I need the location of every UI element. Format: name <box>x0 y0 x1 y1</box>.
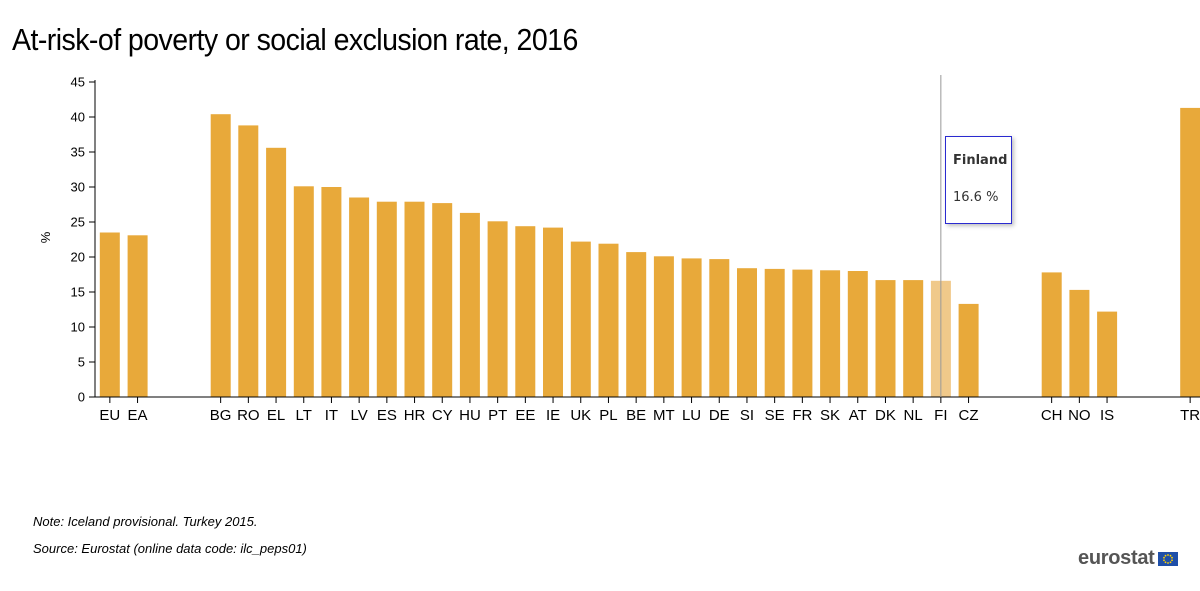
x-tick-label: IS <box>1100 407 1114 424</box>
bar-cz[interactable] <box>958 303 979 397</box>
eu-flag-icon <box>1157 551 1178 566</box>
y-tick-label: 35 <box>71 145 85 160</box>
bar-ro[interactable] <box>238 125 259 398</box>
bar-is[interactable] <box>1097 311 1118 397</box>
bar-pl[interactable] <box>598 243 619 397</box>
y-tick-label: 0 <box>78 390 85 405</box>
x-axis: EU EA BG RO EL LT IT LV ES HR CY HU PT EE IE UK PL BE MT LU… <box>95 396 1200 424</box>
x-tick-label: FI <box>934 407 947 424</box>
y-tick-label: 20 <box>71 250 85 265</box>
chart-note: Note: Iceland provisional. Turkey 2015. <box>33 514 258 529</box>
x-tick-label: CY <box>432 407 453 424</box>
x-tick-label: IT <box>325 407 338 424</box>
bar-lv[interactable] <box>349 197 370 398</box>
x-tick-label: EL <box>267 407 285 424</box>
x-tick-label: DK <box>875 407 896 424</box>
x-tick-label: NL <box>904 407 923 424</box>
y-tick-label: 5 <box>78 355 85 370</box>
bar-be[interactable] <box>626 252 647 397</box>
x-tick-label: RO <box>237 407 260 424</box>
tooltip-value: 16.6 % <box>953 190 999 205</box>
x-tick-label: LU <box>682 407 701 424</box>
x-tick-label: SI <box>740 407 754 424</box>
x-tick-label: TR <box>1180 407 1200 424</box>
bar-se[interactable] <box>764 268 785 397</box>
x-tick-label: LV <box>351 407 368 424</box>
bar-hr[interactable] <box>404 201 425 397</box>
x-tick-label: EA <box>128 407 148 424</box>
x-tick-label: HR <box>404 407 426 424</box>
bar-sk[interactable] <box>820 270 841 397</box>
bar-si[interactable] <box>737 268 757 397</box>
x-tick-label: DE <box>709 407 730 424</box>
bar-pt[interactable] <box>487 221 508 397</box>
y-tick-label: 10 <box>71 320 85 335</box>
x-tick-label: PL <box>599 407 617 424</box>
x-tick-label: IE <box>546 407 560 424</box>
chart-title: At-risk-of poverty or social exclusion r… <box>12 22 578 57</box>
bar-lu[interactable] <box>681 258 702 397</box>
bar-ch[interactable] <box>1041 272 1062 397</box>
x-tick-label: EU <box>99 407 120 424</box>
bar-hu[interactable] <box>459 212 480 397</box>
bar-dk[interactable] <box>875 280 896 397</box>
logo-text: eurostat <box>1078 547 1155 569</box>
x-tick-label: CH <box>1041 407 1063 424</box>
bar-cy[interactable] <box>432 203 453 397</box>
x-tick-label: LT <box>296 407 312 424</box>
bar-nl[interactable] <box>903 280 924 397</box>
bar-el[interactable] <box>266 147 287 397</box>
x-tick-label: EE <box>515 407 535 424</box>
y-axis: 0 5 10 15 20 25 30 35 40 45 <box>71 75 96 405</box>
x-tick-label: ES <box>377 407 397 424</box>
bar-ea[interactable] <box>127 235 148 397</box>
x-tick-label: PT <box>488 407 507 424</box>
x-tick-label: BG <box>210 407 232 424</box>
bar-it[interactable] <box>321 187 342 397</box>
bar-bg[interactable] <box>210 114 231 397</box>
x-tick-label: AT <box>849 407 867 424</box>
x-tick-label: UK <box>570 407 591 424</box>
bar-es[interactable] <box>376 201 397 397</box>
bar-at[interactable] <box>847 271 868 397</box>
y-axis-label: % <box>38 231 53 243</box>
y-tick-label: 30 <box>71 180 85 195</box>
bar-eu[interactable] <box>99 232 120 398</box>
chart-source: Source: Eurostat (online data code: ilc_… <box>33 541 307 556</box>
tooltip: Finland 16.6 % <box>945 136 1012 224</box>
y-tick-label: 45 <box>71 75 85 90</box>
eurostat-logo: eurostat <box>1078 547 1178 570</box>
tooltip-country: Finland <box>953 153 1008 168</box>
bar-mt[interactable] <box>653 256 674 397</box>
x-tick-label: SK <box>820 407 840 424</box>
y-tick-label: 25 <box>71 215 85 230</box>
x-tick-label: NO <box>1068 407 1091 424</box>
bar-de[interactable] <box>709 259 730 397</box>
bar-ie[interactable] <box>543 227 563 397</box>
bar-uk[interactable] <box>570 241 591 397</box>
x-tick-label: FR <box>792 407 812 424</box>
y-tick-label: 40 <box>71 110 85 125</box>
x-tick-label: CZ <box>959 407 979 424</box>
x-tick-label: SE <box>765 407 785 424</box>
bar-lt[interactable] <box>293 186 314 397</box>
bars-group <box>99 107 1200 398</box>
x-tick-label: MT <box>653 407 675 424</box>
x-tick-label: BE <box>626 407 646 424</box>
bar-ee[interactable] <box>515 226 536 397</box>
bar-no[interactable] <box>1069 289 1090 397</box>
bar-fr[interactable] <box>792 269 813 397</box>
x-tick-label: HU <box>459 407 481 424</box>
y-tick-label: 15 <box>71 285 85 300</box>
bar-tr[interactable] <box>1180 107 1200 398</box>
